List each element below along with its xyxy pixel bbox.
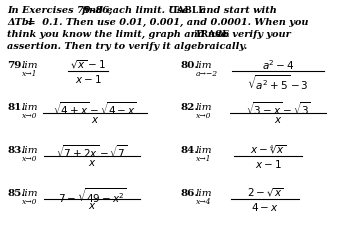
Text: $x-1$: $x-1$ — [75, 73, 101, 85]
Text: lim: lim — [22, 189, 39, 198]
Text: $\sqrt{3-x}-\sqrt{3}$: $\sqrt{3-x}-\sqrt{3}$ — [245, 100, 311, 117]
Text: lim: lim — [196, 189, 213, 198]
Text: 85.: 85. — [7, 189, 25, 198]
Text: to verify your: to verify your — [218, 30, 291, 39]
Text: 84.: 84. — [180, 146, 198, 155]
Text: $\sqrt{a^{2}+5}-3$: $\sqrt{a^{2}+5}-3$ — [247, 73, 309, 92]
Text: lim: lim — [196, 103, 213, 112]
Text: 83.: 83. — [7, 146, 25, 155]
Text: 80.: 80. — [180, 61, 198, 70]
Text: $x$: $x$ — [274, 115, 282, 125]
Text: x→1: x→1 — [196, 155, 212, 163]
Text: $7-\sqrt{49-x^{2}}$: $7-\sqrt{49-x^{2}}$ — [58, 186, 126, 205]
Text: think you know the limit, graph and use: think you know the limit, graph and use — [7, 30, 227, 39]
Text: $x$: $x$ — [91, 115, 99, 125]
Text: lim: lim — [196, 146, 213, 155]
Text: x→0: x→0 — [196, 112, 212, 120]
Text: assertion. Then try to verify it algebraically.: assertion. Then try to verify it algebra… — [7, 42, 247, 51]
Text: TABLE: TABLE — [172, 6, 206, 15]
Text: x→0: x→0 — [22, 112, 38, 120]
Text: $2-\sqrt{x}$: $2-\sqrt{x}$ — [247, 186, 283, 199]
Text: and start with: and start with — [200, 6, 277, 15]
Text: =  0.1. Then use 0.01, 0.001, and 0.0001. When you: = 0.1. Then use 0.01, 0.001, and 0.0001.… — [24, 18, 308, 27]
Text: $4-x$: $4-x$ — [251, 201, 279, 213]
Text: x→0: x→0 — [22, 155, 38, 163]
Text: x→4: x→4 — [196, 198, 212, 206]
Text: lim: lim — [22, 146, 39, 155]
Text: $\sqrt{4+x}-\sqrt{4-x}$: $\sqrt{4+x}-\sqrt{4-x}$ — [53, 100, 137, 117]
Text: lim: lim — [22, 61, 39, 70]
Text: 79.: 79. — [7, 61, 25, 70]
Text: $x$: $x$ — [88, 158, 96, 168]
Text: lim: lim — [22, 103, 39, 112]
Text: $a^{2}-4$: $a^{2}-4$ — [262, 58, 294, 72]
Text: $\sqrt{7+2x}-\sqrt{7}$: $\sqrt{7+2x}-\sqrt{7}$ — [56, 143, 128, 160]
Text: lim: lim — [196, 61, 213, 70]
Text: find each limit. Use: find each limit. Use — [82, 6, 190, 15]
Text: 81.: 81. — [7, 103, 25, 112]
Text: $x$: $x$ — [88, 201, 96, 211]
Text: $\sqrt{x}-1$: $\sqrt{x}-1$ — [70, 58, 106, 71]
Text: In Exercises 79–86,: In Exercises 79–86, — [7, 6, 112, 15]
Text: $x-\sqrt[4]{x}$: $x-\sqrt[4]{x}$ — [250, 143, 286, 156]
Text: ΔTbl: ΔTbl — [7, 18, 33, 27]
Text: x→1: x→1 — [22, 70, 38, 78]
Text: $x-1$: $x-1$ — [255, 158, 281, 170]
Text: x→0: x→0 — [22, 198, 38, 206]
Text: 86.: 86. — [180, 189, 198, 198]
Text: 82.: 82. — [180, 103, 198, 112]
Text: a→−2: a→−2 — [196, 70, 218, 78]
Text: TRACE: TRACE — [195, 30, 230, 39]
